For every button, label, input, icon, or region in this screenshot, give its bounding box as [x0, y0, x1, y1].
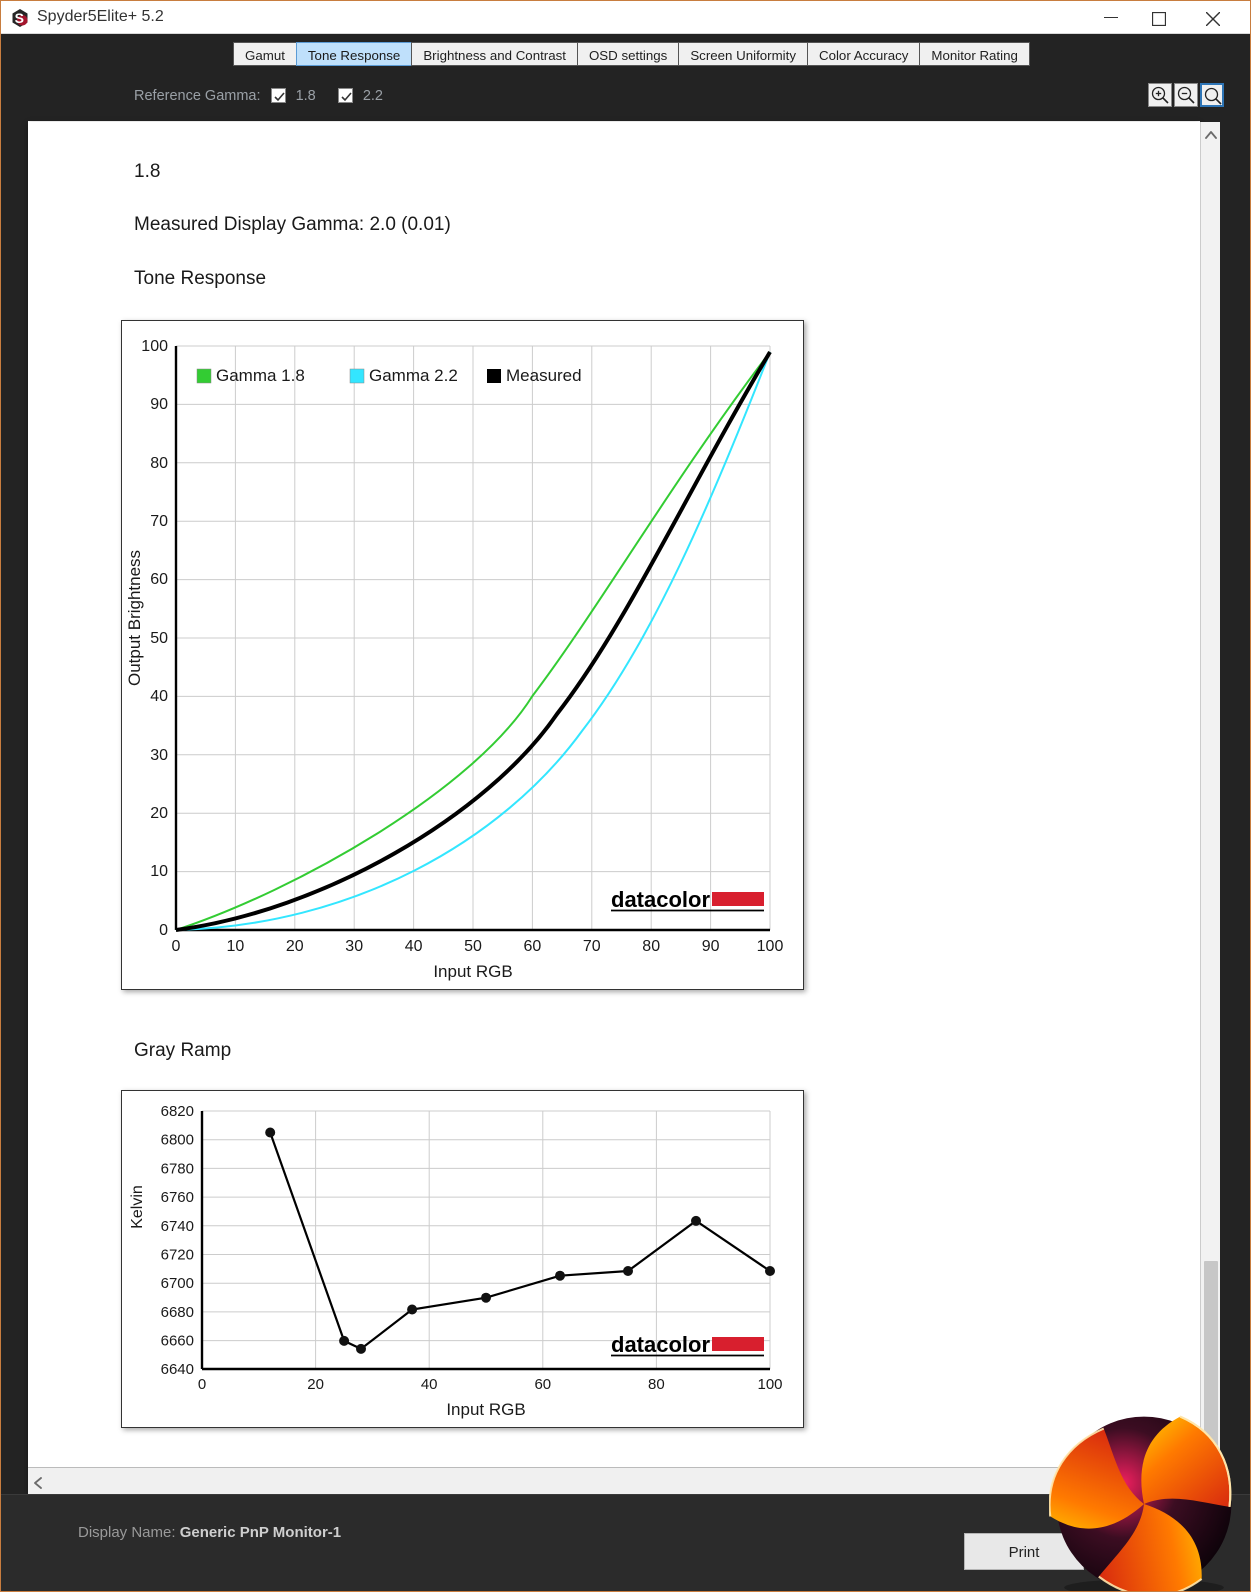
- svg-text:30: 30: [150, 747, 168, 764]
- svg-text:6820: 6820: [161, 1103, 194, 1120]
- svg-text:6800: 6800: [161, 1132, 194, 1149]
- svg-text:70: 70: [150, 513, 168, 530]
- svg-text:40: 40: [405, 938, 423, 955]
- svg-text:20: 20: [150, 805, 168, 822]
- svg-text:0: 0: [172, 938, 181, 955]
- svg-text:40: 40: [150, 688, 168, 705]
- svg-text:100: 100: [757, 938, 784, 955]
- svg-text:20: 20: [307, 1376, 324, 1393]
- svg-text:90: 90: [150, 396, 168, 413]
- svg-text:20: 20: [286, 938, 304, 955]
- svg-text:Kelvin: Kelvin: [129, 1185, 146, 1229]
- svg-text:Gamma 1.8: Gamma 1.8: [216, 366, 305, 385]
- svg-text:0: 0: [198, 1376, 206, 1393]
- svg-text:datacolor: datacolor: [611, 887, 710, 912]
- svg-text:S: S: [15, 10, 24, 26]
- svg-text:80: 80: [648, 1376, 665, 1393]
- svg-text:40: 40: [421, 1376, 438, 1393]
- svg-text:Output Brightness: Output Brightness: [125, 550, 144, 686]
- svg-text:10: 10: [227, 938, 245, 955]
- svg-text:50: 50: [464, 938, 482, 955]
- svg-text:90: 90: [702, 938, 720, 955]
- svg-text:6720: 6720: [161, 1247, 194, 1264]
- svg-text:6740: 6740: [161, 1218, 194, 1235]
- svg-text:80: 80: [150, 455, 168, 472]
- svg-text:Measured: Measured: [506, 366, 582, 385]
- svg-text:100: 100: [757, 1376, 782, 1393]
- svg-text:50: 50: [150, 630, 168, 647]
- svg-text:6780: 6780: [161, 1160, 194, 1177]
- svg-text:10: 10: [150, 863, 168, 880]
- svg-text:datacolor: datacolor: [611, 1332, 710, 1357]
- svg-text:Input RGB: Input RGB: [446, 1400, 525, 1419]
- svg-text:80: 80: [642, 938, 660, 955]
- svg-text:Gamma 2.2: Gamma 2.2: [369, 366, 458, 385]
- svg-text:6760: 6760: [161, 1189, 194, 1206]
- svg-text:100: 100: [141, 338, 168, 355]
- svg-text:60: 60: [534, 1376, 551, 1393]
- svg-text:60: 60: [150, 571, 168, 588]
- svg-text:6700: 6700: [161, 1275, 194, 1292]
- svg-text:70: 70: [583, 938, 601, 955]
- svg-text:60: 60: [524, 938, 542, 955]
- svg-text:0: 0: [159, 922, 168, 939]
- svg-text:30: 30: [345, 938, 363, 955]
- svg-text:6680: 6680: [161, 1304, 194, 1321]
- svg-text:6640: 6640: [161, 1361, 194, 1378]
- svg-text:Input RGB: Input RGB: [433, 962, 512, 981]
- svg-text:6660: 6660: [161, 1333, 194, 1350]
